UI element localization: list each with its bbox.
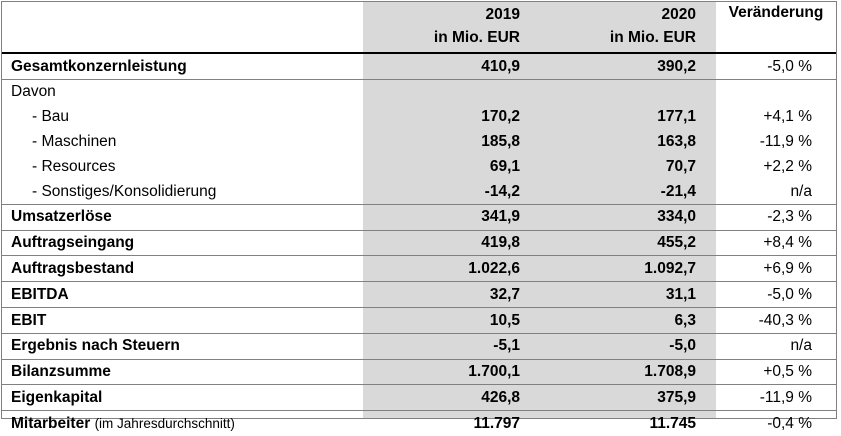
row-label: EBIT: [2, 306, 363, 334]
row-label: - Bau: [32, 108, 70, 126]
row-value-2019: -5,1: [363, 332, 540, 360]
header-unit-2020: in Mio. EUR: [609, 29, 696, 46]
table-row: - Maschinen 185,8 163,8 -11,9 %: [2, 129, 836, 154]
table-row: Davon: [2, 78, 836, 105]
table-row: Mitarbeiter (im Jahresdurchschnitt) 11.7…: [2, 410, 836, 436]
header-year-2020: 2020 in Mio. EUR: [540, 2, 716, 53]
row-label: Auftragsbestand: [2, 255, 363, 282]
row-label: Auftragseingang: [2, 229, 363, 256]
row-value-2019: -14,2: [484, 182, 520, 200]
row-value-2020: 70,7: [665, 157, 696, 175]
row-change: -11,9 %: [716, 384, 836, 411]
row-value-2019: 69,1: [489, 157, 520, 175]
row-label: Umsatzerlöse: [2, 203, 363, 231]
table-row: Gesamtkonzernleistung 410,9 390,2 -5,0 %: [2, 51, 836, 80]
header-year-2019: 2019 in Mio. EUR: [363, 2, 540, 53]
table-row: EBIT 10,5 6,3 -40,3 %: [2, 306, 836, 334]
row-change: -40,3 %: [716, 306, 836, 334]
row-change: -5,0 %: [716, 51, 836, 80]
table-row: EBITDA 32,7 31,1 -5,0 %: [2, 281, 836, 308]
row-value-2019: [363, 78, 540, 105]
table-row: - Bau 170,2 177,1 +4,1 %: [2, 105, 836, 130]
row-label: EBITDA: [2, 281, 363, 308]
table-row: Auftragseingang 419,8 455,2 +8,4 %: [2, 229, 836, 256]
row-change: +8,4 %: [716, 229, 836, 256]
row-label: - Sonstiges/Konsolidierung: [32, 182, 217, 200]
row-value-2019: 170,2: [481, 108, 520, 126]
header-unit-2019: in Mio. EUR: [433, 29, 520, 46]
row-value-2019: 426,8: [363, 384, 540, 411]
table-row: Bilanzsumme 1.700,1 1.708,9 +0,5 %: [2, 358, 836, 385]
row-change: +6,9 %: [716, 255, 836, 282]
header-year-2020-label: 2020: [661, 6, 696, 23]
row-value-2020: [540, 78, 716, 105]
row-label-cell: Mitarbeiter (im Jahresdurchschnitt): [2, 410, 363, 436]
row-change: +2,2 %: [763, 157, 812, 175]
row-change: +4,1 %: [763, 108, 812, 126]
header-label-cell: [2, 2, 363, 53]
row-change: -0,4 %: [716, 410, 836, 436]
row-change: -5,0 %: [716, 281, 836, 308]
row-label: Bilanzsumme: [2, 358, 363, 385]
row-value-2020: 163,8: [657, 133, 696, 151]
row-label: - Maschinen: [32, 133, 117, 151]
row-value-2019: 185,8: [481, 133, 520, 151]
table-row: Ergebnis nach Steuern -5,1 -5,0 n/a: [2, 332, 836, 360]
row-value-2019: 10,5: [363, 306, 540, 334]
row-value-2019: 341,9: [363, 203, 540, 231]
row-value-2020: 1.708,9: [540, 358, 716, 385]
row-label: - Resources: [32, 157, 116, 175]
row-value-2020: -5,0: [540, 332, 716, 360]
row-value-2020: 390,2: [540, 51, 716, 80]
row-value-2020: 177,1: [657, 108, 696, 126]
row-value-2020: 455,2: [540, 229, 716, 256]
row-value-2020: -21,4: [660, 182, 696, 200]
row-value-2020: 6,3: [540, 306, 716, 334]
row-value-2020: 1.092,7: [540, 255, 716, 282]
header-change: Veränderung: [728, 4, 824, 21]
row-value-2019: 1.700,1: [363, 358, 540, 385]
table-header-row: 2019 in Mio. EUR 2020 in Mio. EUR Veränd…: [2, 2, 836, 53]
row-change: +0,5 %: [716, 358, 836, 385]
row-change: -2,3 %: [716, 203, 836, 231]
row-value-2019: 32,7: [363, 281, 540, 308]
row-value-2020: 375,9: [540, 384, 716, 411]
row-change: -11,9 %: [759, 133, 812, 151]
row-value-2019: 419,8: [363, 229, 540, 256]
row-value-2019: 11.797: [363, 410, 540, 436]
row-change: [716, 78, 836, 105]
header-year-2019-label: 2019: [485, 6, 520, 23]
table-row: Auftragsbestand 1.022,6 1.092,7 +6,9 %: [2, 255, 836, 282]
row-label: Eigenkapital: [2, 384, 363, 411]
row-label: Davon: [2, 78, 363, 105]
table-row: - Resources 69,1 70,7 +2,2 %: [2, 154, 836, 179]
table-row: - Sonstiges/Konsolidierung -14,2 -21,4 n…: [2, 179, 836, 204]
row-change: n/a: [716, 332, 836, 360]
row-label: Mitarbeiter: [11, 414, 91, 432]
table-row: Umsatzerlöse 341,9 334,0 -2,3 %: [2, 203, 836, 231]
row-change: n/a: [790, 182, 812, 200]
row-label: Gesamtkonzernleistung: [2, 51, 363, 80]
row-value-2019: 410,9: [363, 51, 540, 80]
row-value-2020: 31,1: [540, 281, 716, 308]
row-label: Ergebnis nach Steuern: [2, 332, 363, 360]
row-value-2019: 1.022,6: [363, 255, 540, 282]
row-label-note: (im Jahresdurchschnitt): [94, 415, 235, 431]
row-value-2020: 334,0: [540, 203, 716, 231]
table-row: Eigenkapital 426,8 375,9 -11,9 %: [2, 384, 836, 411]
row-value-2020: 11.745: [540, 410, 716, 436]
